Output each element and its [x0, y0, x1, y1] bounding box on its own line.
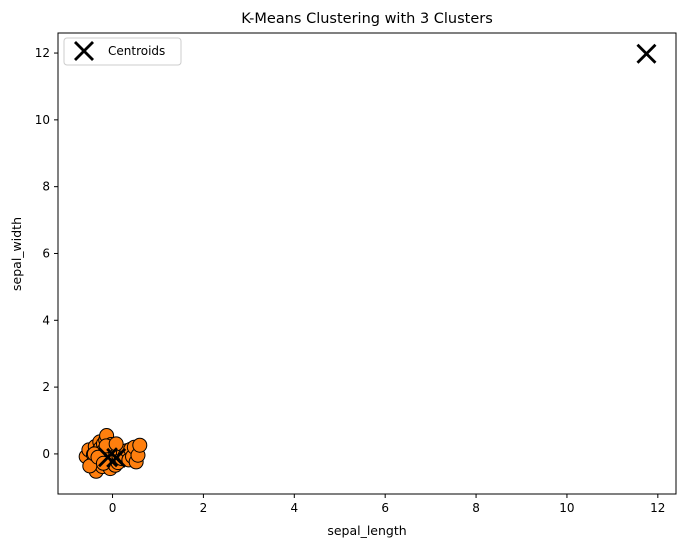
y-axis-label: sepal_width [9, 217, 24, 291]
y-tick-label: 2 [42, 380, 50, 394]
centroid-marker [636, 43, 657, 64]
x-axis-label: sepal_length [327, 523, 406, 538]
y-tick-label: 8 [42, 180, 50, 194]
y-tick-label: 0 [42, 447, 50, 461]
y-tick-label: 4 [42, 313, 50, 327]
y-tick-label: 10 [35, 113, 50, 127]
axes-layer: 0 2 4 6 8 10 12 0 2 4 6 8 10 12 [35, 32, 677, 515]
x-tick-label: 0 [109, 501, 117, 515]
data-point [132, 437, 148, 453]
x-tick-label: 6 [381, 501, 389, 515]
x-tick-label: 8 [472, 501, 480, 515]
legend-centroid-marker [74, 41, 94, 61]
legend: Centroids [63, 37, 182, 66]
centroid-marker [106, 447, 127, 468]
x-tick-label: 4 [290, 501, 298, 515]
y-tick-label: 12 [35, 46, 50, 60]
centroids-layer [97, 43, 657, 468]
x-tick-label: 2 [200, 501, 208, 515]
x-tick-label: 12 [650, 501, 665, 515]
chart-title: K-Means Clustering with 3 Clusters [241, 11, 493, 27]
y-tick-label: 6 [42, 246, 50, 260]
x-tick-label: 10 [559, 501, 574, 515]
legend-label: Centroids [108, 44, 165, 58]
plot-frame [57, 32, 677, 495]
